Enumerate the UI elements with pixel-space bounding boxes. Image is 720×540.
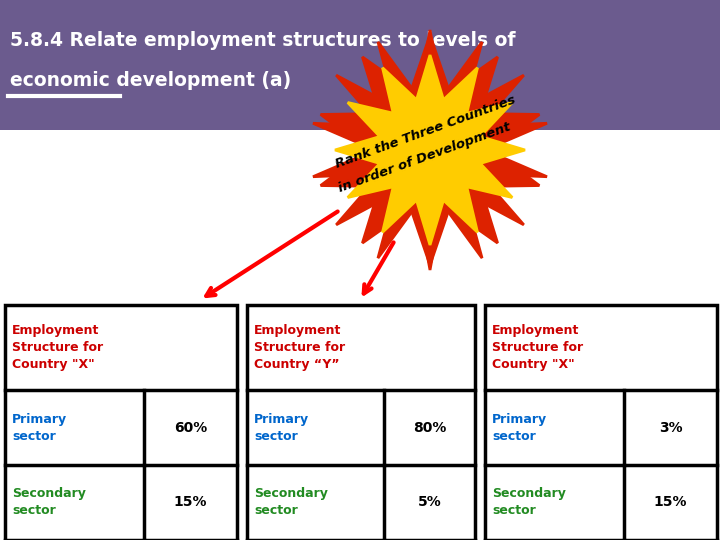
Polygon shape <box>320 35 539 265</box>
Text: Rank the Three Countries: Rank the Three Countries <box>333 93 517 171</box>
Text: 5.8.4 Relate employment structures to levels of: 5.8.4 Relate employment structures to le… <box>10 30 516 50</box>
Text: Primary
sector: Primary sector <box>12 413 67 442</box>
Bar <box>0 0 720 130</box>
Text: 3%: 3% <box>659 421 683 435</box>
Text: economic development (a): economic development (a) <box>10 71 292 90</box>
Polygon shape <box>313 30 547 270</box>
Bar <box>485 305 717 540</box>
Text: 80%: 80% <box>413 421 446 435</box>
Text: 15%: 15% <box>174 496 207 510</box>
Text: Secondary
sector: Secondary sector <box>254 488 328 517</box>
Bar <box>247 305 475 540</box>
Text: Employment
Structure for
Country "X": Employment Structure for Country "X" <box>492 324 583 371</box>
Text: 60%: 60% <box>174 421 207 435</box>
Text: Primary
sector: Primary sector <box>254 413 309 442</box>
Text: Employment
Structure for
Country "X": Employment Structure for Country "X" <box>12 324 103 371</box>
Text: Primary
sector: Primary sector <box>492 413 547 442</box>
Text: in order of Development: in order of Development <box>337 120 513 195</box>
Polygon shape <box>335 55 525 245</box>
Text: 5%: 5% <box>418 496 441 510</box>
Text: Secondary
sector: Secondary sector <box>12 488 86 517</box>
Bar <box>5 305 237 540</box>
Text: Employment
Structure for
Country “Y”: Employment Structure for Country “Y” <box>254 324 345 371</box>
Text: 15%: 15% <box>654 496 688 510</box>
Text: Secondary
sector: Secondary sector <box>492 488 566 517</box>
